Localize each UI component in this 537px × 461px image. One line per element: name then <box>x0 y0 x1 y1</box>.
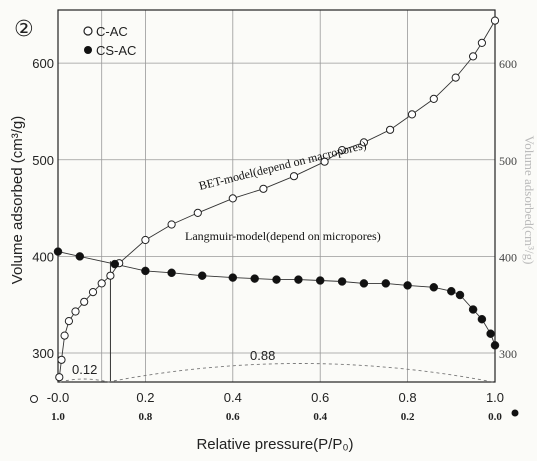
point-c-ac-4 <box>71 307 80 316</box>
point-cs-ac-21 <box>490 341 500 350</box>
point-cs-ac-20 <box>486 329 495 338</box>
y-tick-label-2: 500 <box>32 153 54 168</box>
legend-label-c-ac: C-AC <box>96 24 128 39</box>
point-cs-ac-11 <box>337 277 347 286</box>
point-cs-ac-13 <box>381 279 391 288</box>
arc-right-label: 0.88 <box>250 348 275 363</box>
point-cs-ac-4 <box>167 268 176 278</box>
tick-labels: -0.0 0.2 0.4 0.6 0.8 1.0 1.0 0.8 0.6 0.4 0.2 0.0 300… <box>32 56 517 423</box>
legend-marker-cs-ac <box>84 46 92 54</box>
legend-label-cs-ac: CS-AC <box>96 43 136 58</box>
x-tick-reversed-2: 0.6 <box>226 411 240 423</box>
point-cs-ac-14 <box>403 281 412 290</box>
point-c-ac-8 <box>106 271 115 280</box>
y-tick-label-0: 300 <box>32 346 54 361</box>
point-c-ac-18 <box>359 138 368 147</box>
point-c-ac-2 <box>60 331 69 340</box>
point-cs-ac-2 <box>110 259 120 269</box>
x-tick-reversed-1: 0.8 <box>139 411 153 423</box>
panel-label: ② <box>14 17 34 42</box>
point-c-ac-14 <box>259 184 268 193</box>
point-c-ac-21 <box>429 94 438 104</box>
x-tick-label-0: -0.0 <box>47 390 69 405</box>
point-c-ac-12 <box>193 208 202 217</box>
arc-left <box>59 378 109 383</box>
x-tick-reversed-5: 0.0 <box>488 411 502 423</box>
x-tick-label-1: 0.2 <box>136 390 154 405</box>
arc-left-label: 0.12 <box>72 362 97 377</box>
point-c-ac-20 <box>407 110 417 119</box>
point-c-ac-13 <box>228 194 237 203</box>
y-tick-right-1: 400 <box>499 250 517 264</box>
point-c-ac-15 <box>289 172 299 181</box>
point-c-ac-1 <box>57 355 66 364</box>
axis-marker-c-ac <box>30 395 38 403</box>
langmuir-model-label: Langmuir-model(depend on micropores) <box>185 229 381 243</box>
plot-frame <box>57 9 496 383</box>
point-c-ac-11 <box>167 220 176 229</box>
point-cs-ac-16 <box>447 286 456 296</box>
point-c-ac-19 <box>386 125 395 134</box>
y-tick-label-1: 400 <box>32 249 54 264</box>
point-c-ac-24 <box>477 38 486 48</box>
point-cs-ac-0 <box>53 247 63 256</box>
point-cs-ac-3 <box>141 266 150 276</box>
point-c-ac-17 <box>338 146 347 155</box>
legend-marker-c-ac <box>83 26 93 36</box>
point-c-ac-3 <box>64 317 74 326</box>
point-cs-ac-15 <box>429 283 439 292</box>
point-cs-ac-1 <box>75 252 85 261</box>
point-c-ac-7 <box>97 279 106 288</box>
data-points <box>53 16 500 382</box>
arc-right <box>107 363 494 383</box>
point-c-ac-25 <box>490 16 500 25</box>
axis-marker-cs-ac <box>511 409 519 417</box>
point-cs-ac-7 <box>250 274 259 283</box>
point-cs-ac-18 <box>468 305 478 314</box>
point-c-ac-6 <box>88 288 98 297</box>
x-tick-reversed-3: 0.4 <box>313 411 327 423</box>
y-axis-title: Volume adsorbed (cm³/g) <box>9 116 26 284</box>
x-tick-label-5: 1.0 <box>486 390 504 405</box>
x-tick-label-4: 0.8 <box>399 390 417 405</box>
point-cs-ac-19 <box>477 314 487 324</box>
x-tick-label-2: 0.4 <box>224 390 242 405</box>
point-cs-ac-8 <box>272 275 281 284</box>
point-c-ac-5 <box>80 297 89 306</box>
point-c-ac-0 <box>55 373 64 382</box>
point-c-ac-16 <box>320 157 329 166</box>
x-axis-title: Relative pressure(P/P₀) <box>196 436 353 453</box>
y-tick-right-3: 600 <box>499 57 517 71</box>
y-tick-label-3: 600 <box>32 56 54 71</box>
y-tick-right-2: 500 <box>499 154 517 168</box>
point-cs-ac-17 <box>455 290 465 300</box>
y-tick-right-0: 300 <box>499 347 517 361</box>
point-cs-ac-10 <box>315 276 325 285</box>
point-cs-ac-6 <box>228 273 238 282</box>
point-c-ac-23 <box>469 52 478 61</box>
point-cs-ac-5 <box>197 271 207 280</box>
y-axis-title-right: Volume adsorbed(cm³/g) <box>522 136 537 265</box>
point-cs-ac-12 <box>359 279 369 288</box>
x-tick-reversed-0: 1.0 <box>51 411 65 423</box>
point-cs-ac-9 <box>294 275 303 284</box>
point-c-ac-22 <box>451 73 460 82</box>
point-c-ac-10 <box>141 235 150 245</box>
x-tick-reversed-4: 0.2 <box>401 411 415 423</box>
x-tick-label-3: 0.6 <box>311 390 329 405</box>
fit-curve-cs-ac <box>57 251 496 346</box>
